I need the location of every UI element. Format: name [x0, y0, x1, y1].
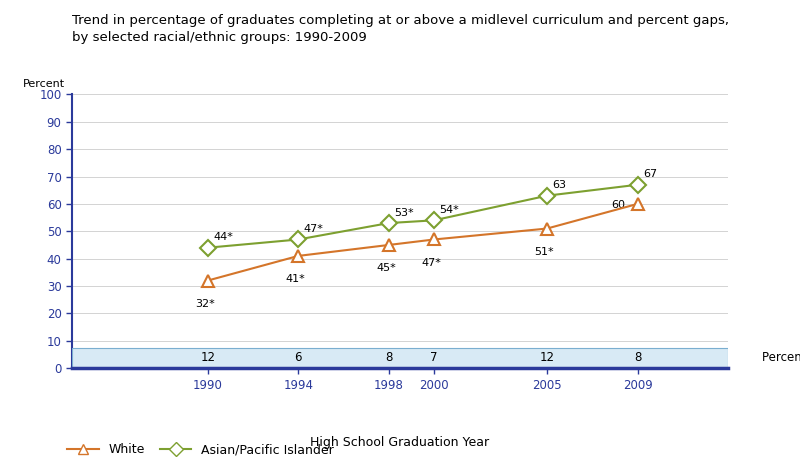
Text: 47*: 47* [304, 224, 324, 234]
Text: 67: 67 [643, 169, 657, 179]
Text: 45*: 45* [376, 263, 396, 273]
Text: 47*: 47* [422, 258, 441, 268]
Text: 8: 8 [385, 351, 392, 364]
Text: Trend in percentage of graduates completing at or above a midlevel curriculum an: Trend in percentage of graduates complet… [72, 14, 729, 27]
Text: Percent Gap: Percent Gap [762, 351, 800, 364]
Text: 63: 63 [553, 180, 566, 190]
Text: 60: 60 [611, 200, 625, 210]
Text: 12: 12 [200, 351, 215, 364]
Text: 54*: 54* [439, 205, 459, 215]
Text: 6: 6 [294, 351, 302, 364]
Text: 8: 8 [634, 351, 642, 364]
Text: 51*: 51* [534, 246, 554, 257]
Text: 32*: 32* [195, 299, 215, 309]
Legend: White, Asian/Pacific Islander: White, Asian/Pacific Islander [62, 438, 339, 461]
Text: by selected racial/ethnic groups: 1990-2009: by selected racial/ethnic groups: 1990-2… [72, 31, 366, 44]
Text: 41*: 41* [286, 274, 306, 284]
Text: 44*: 44* [214, 232, 233, 242]
X-axis label: High School Graduation Year: High School Graduation Year [310, 436, 490, 449]
Text: Percent: Percent [23, 79, 66, 89]
Bar [72, 347, 728, 368]
Text: 53*: 53* [394, 208, 414, 218]
Text: 7: 7 [430, 351, 438, 364]
Text: 12: 12 [539, 351, 554, 364]
